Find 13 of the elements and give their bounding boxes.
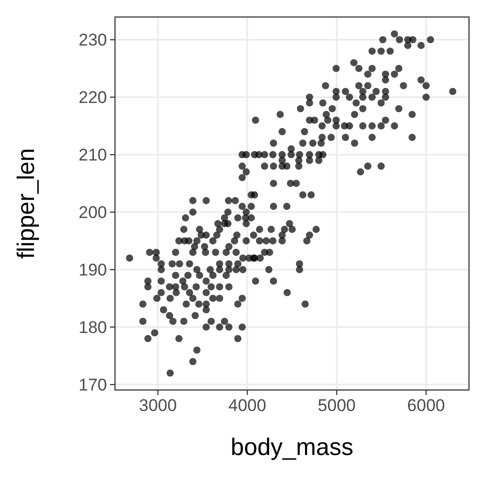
x-tick-label: 5000	[318, 396, 356, 415]
y-tick-label: 220	[78, 88, 107, 108]
y-tick-label: 210	[78, 146, 107, 165]
y-axis-title: flipper_len	[13, 148, 40, 259]
y-tick-label: 200	[78, 203, 107, 222]
y-tick-label: 230	[78, 30, 107, 50]
x-axis-title: body_mass	[230, 434, 354, 461]
y-tick-label: 190	[78, 260, 107, 280]
y-tick-label: 170	[78, 375, 107, 394]
y-tick-label: 180	[78, 318, 107, 338]
x-tick-label: 3000	[138, 396, 177, 415]
x-tick-label: 6000	[407, 396, 446, 415]
x-tick-label: 4000	[228, 396, 266, 415]
